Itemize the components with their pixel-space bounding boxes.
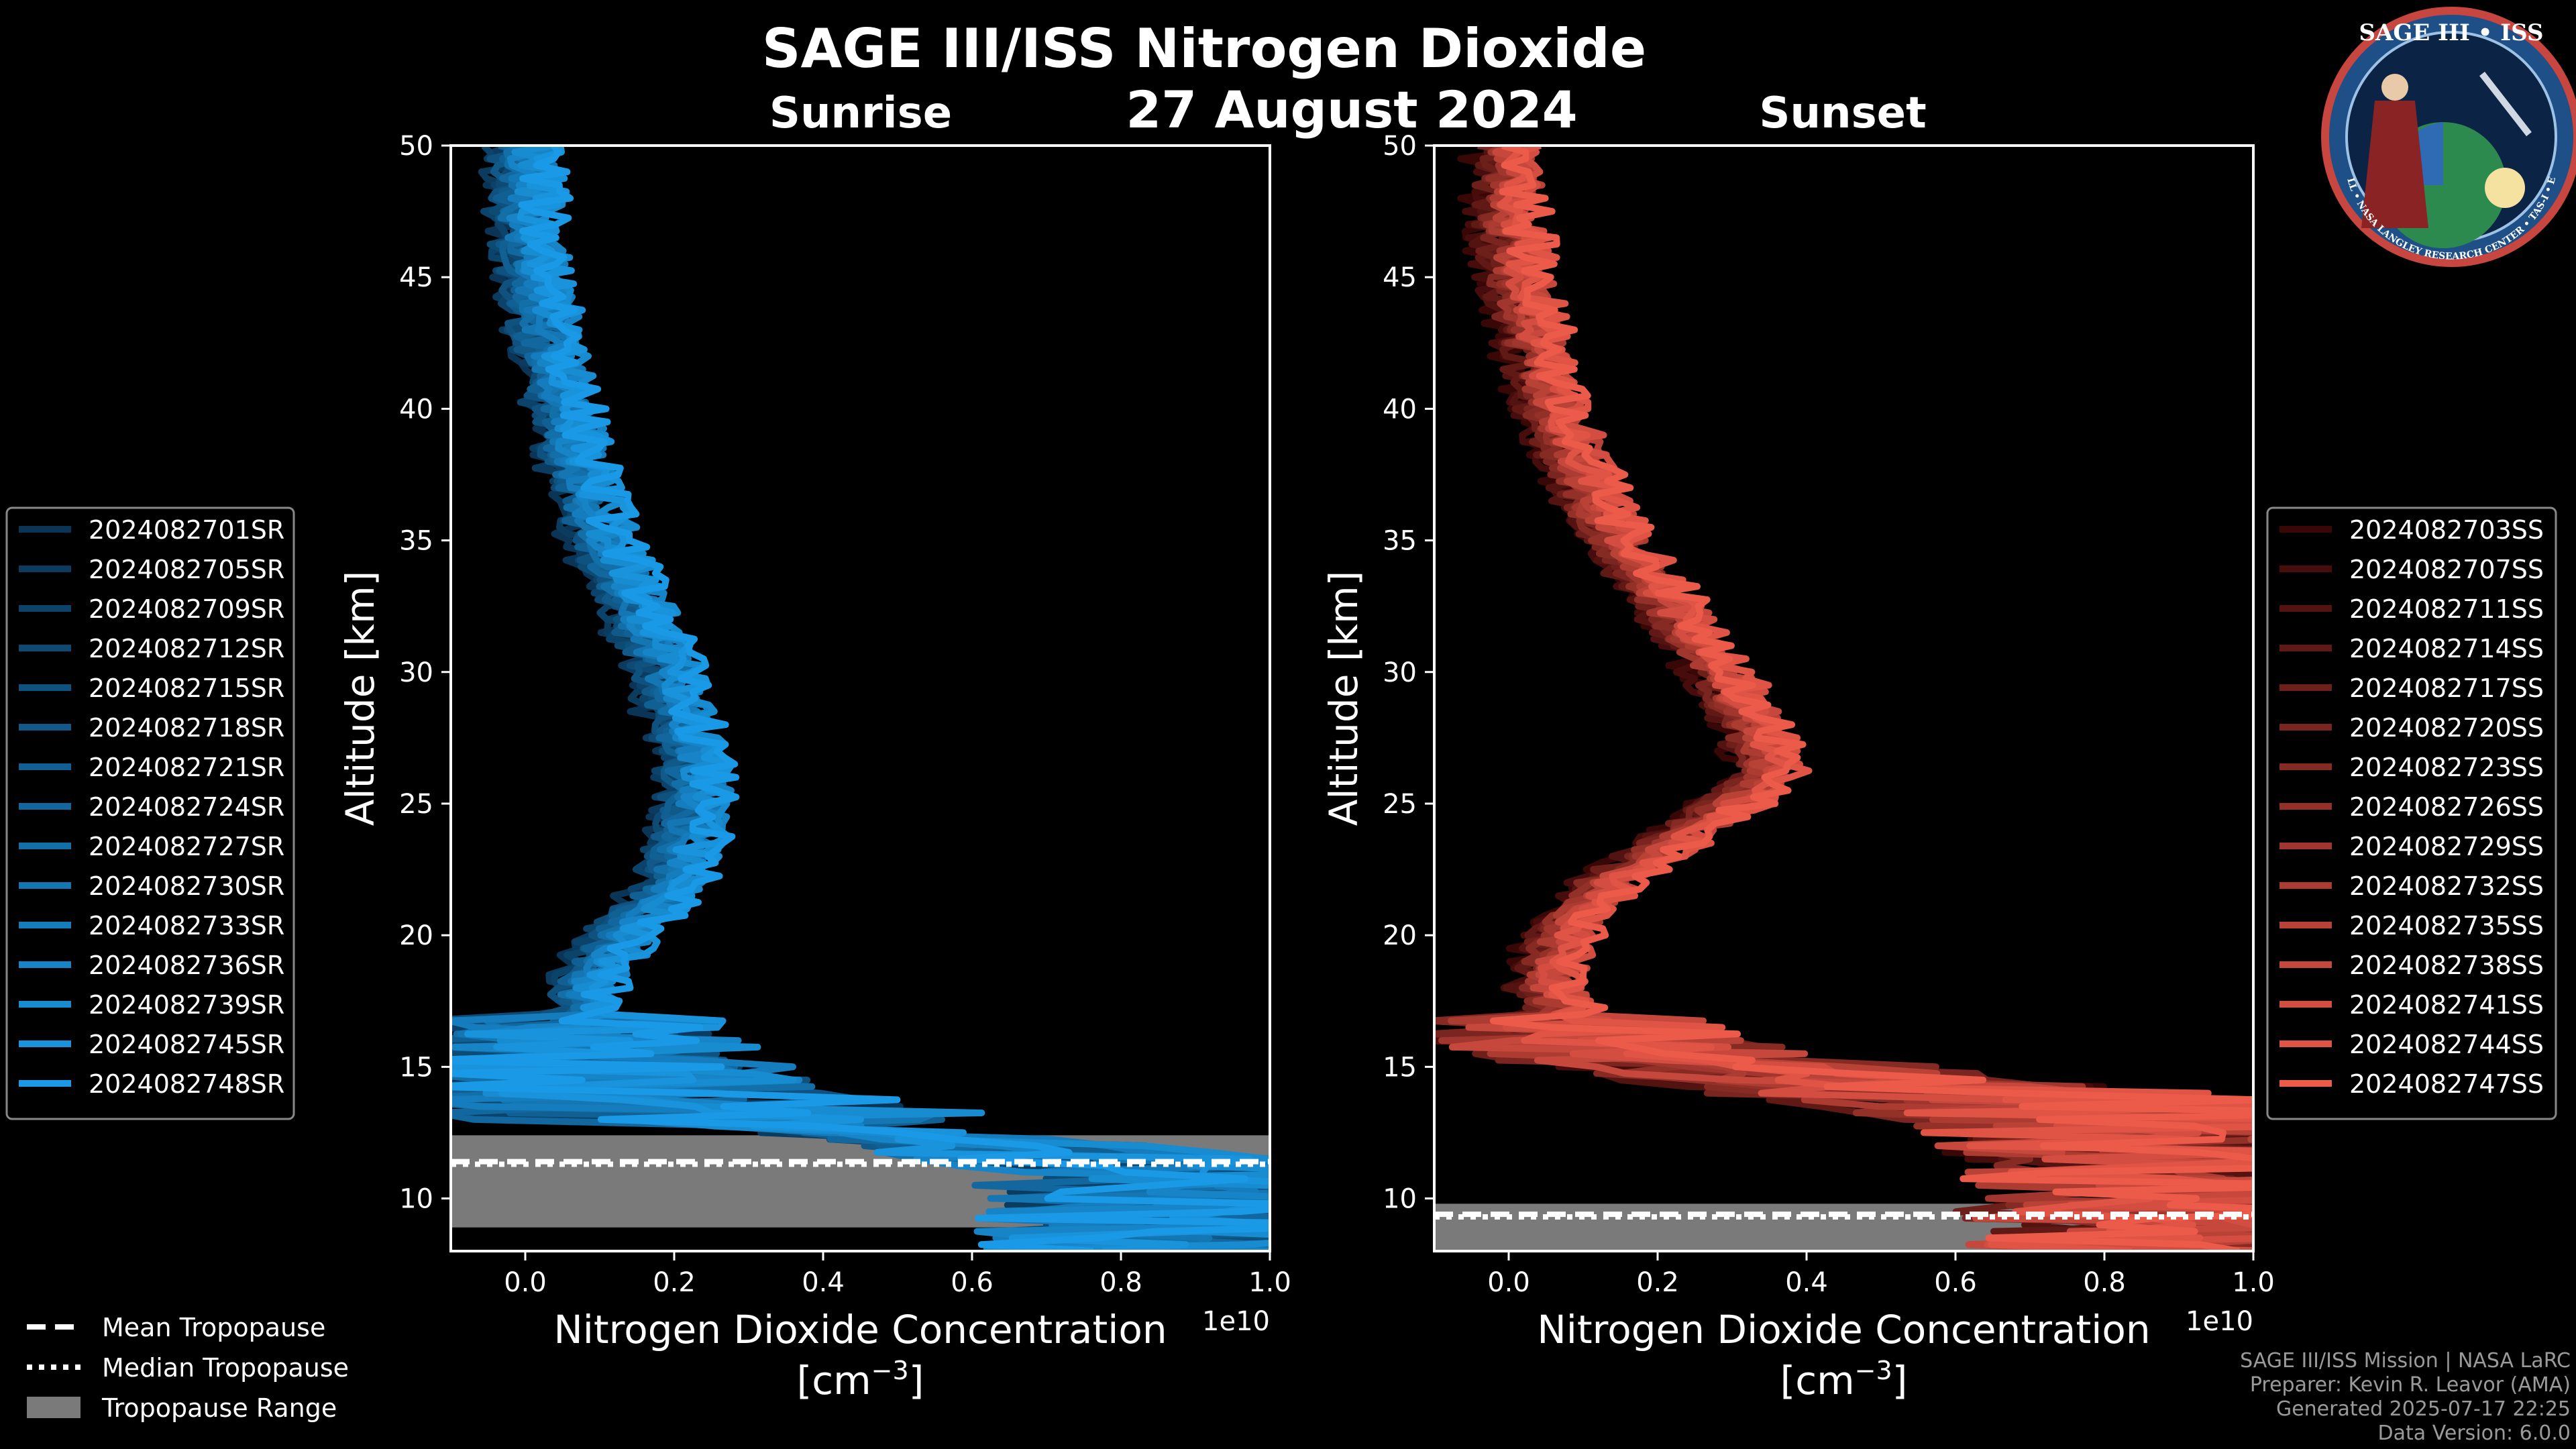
y-tick-label: 20 <box>1383 920 1417 951</box>
x-axis-label: Nitrogen Dioxide Concentration <box>1537 1307 2150 1352</box>
y-axis-label: Altitude [km] <box>1321 571 1366 826</box>
legend-entry: 2024082705SR <box>89 555 284 584</box>
credits: SAGE III/ISS Mission | NASA LaRC Prepare… <box>2240 1349 2571 1445</box>
x-axis-label: Nitrogen Dioxide Concentration <box>553 1307 1167 1352</box>
legend-entry: 2024082709SR <box>89 594 284 624</box>
x-tick-label: 0.2 <box>653 1267 696 1298</box>
x-axis-unit: [cm−3] <box>1780 1356 1908 1403</box>
legend-entry: 2024082703SS <box>2349 515 2544 545</box>
y-tick-label: 35 <box>1383 526 1417 557</box>
y-tick-label: 10 <box>399 1184 433 1215</box>
x-tick-label: 0.8 <box>1099 1267 1142 1298</box>
tropopause-range-label: Tropopause Range <box>101 1393 337 1423</box>
legend-entry: 2024082727SR <box>89 832 284 861</box>
credit-mission: SAGE III/ISS Mission | NASA LaRC <box>2240 1349 2571 1373</box>
y-tick-label: 15 <box>1383 1052 1417 1083</box>
astronomer-icon <box>2361 101 2428 228</box>
sunset-legend: 2024082703SS 2024082707SS 2024082711SS 2024… <box>2266 506 2557 1120</box>
y-tick-label: 45 <box>1383 262 1417 293</box>
legend-entry: 2024082729SS <box>2349 832 2544 861</box>
y-tick-label: 15 <box>399 1052 433 1083</box>
legend-entry: 2024082735SS <box>2349 911 2544 941</box>
tropopause-range-swatch <box>27 1397 80 1418</box>
legend-entry: 2024082724SR <box>89 792 284 822</box>
y-tick-label: 40 <box>1383 394 1417 425</box>
sunrise-subtitle: Sunrise <box>769 89 952 138</box>
legend-entry: 2024082701SR <box>89 515 284 545</box>
legend-entry: 2024082730SR <box>89 871 284 901</box>
legend-entry: 2024082720SS <box>2349 713 2544 743</box>
y-tick-label: 50 <box>399 131 433 162</box>
legend-entry: 2024082732SS <box>2349 871 2544 901</box>
y-tick-label: 40 <box>399 394 433 425</box>
profile-2024082741SS <box>1500 146 2253 1251</box>
y-tick-label: 50 <box>1383 131 1417 162</box>
credit-generated: Generated 2025-07-17 22:25 <box>2276 1397 2571 1421</box>
legend-entry: 2024082726SS <box>2349 792 2544 822</box>
y-tick-label: 25 <box>1383 789 1417 820</box>
x-exponent-label: 1e10 <box>1202 1306 1270 1337</box>
y-tick-label: 20 <box>399 920 433 951</box>
tropopause-legend: Mean Tropopause Median Tropopause Tropop… <box>27 1313 349 1423</box>
sun-icon <box>2485 168 2525 208</box>
y-tick-label: 30 <box>399 657 433 688</box>
chart-date: 27 August 2024 <box>1126 80 1577 140</box>
median-tropopause-label: Median Tropopause <box>102 1353 349 1383</box>
x-tick-label: 0.8 <box>2083 1267 2126 1298</box>
legend-entry: 2024082712SR <box>89 634 284 663</box>
sunset-subtitle: Sunset <box>1759 89 1926 138</box>
credit-preparer: Preparer: Kevin R. Leavor (AMA) <box>2250 1373 2571 1397</box>
legend-entry: 2024082741SS <box>2349 990 2544 1020</box>
legend-entry: 2024082738SS <box>2349 951 2544 980</box>
legend-entry: 2024082736SR <box>89 951 284 980</box>
legend-entry: 2024082744SS <box>2349 1030 2544 1059</box>
x-tick-label: 0.0 <box>504 1267 547 1298</box>
legend-entry: 2024082721SR <box>89 753 284 782</box>
legend-entry: 2024082715SR <box>89 674 284 703</box>
profile-2024082747SS <box>1489 146 2253 1251</box>
sunrise-plot: 0.0 0.2 0.4 0.6 0.8 1.0 10 15 20 25 30 35 40 45 50 1e10… <box>337 131 1291 1403</box>
y-tick-label: 35 <box>399 526 433 557</box>
x-axis-unit: [cm−3] <box>797 1356 924 1403</box>
x-tick-label: 1.0 <box>1248 1267 1291 1298</box>
y-axis-label: Altitude [km] <box>337 571 383 826</box>
x-exponent-label: 1e10 <box>2186 1306 2253 1337</box>
profile-2024082745SR <box>451 146 1270 1251</box>
legend-entry: 2024082723SS <box>2349 753 2544 782</box>
x-tick-label: 0.4 <box>802 1267 845 1298</box>
y-tick-label: 10 <box>1383 1184 1417 1215</box>
legend-entry: 2024082718SR <box>89 713 284 743</box>
y-tick-label: 25 <box>399 789 433 820</box>
x-tick-label: 0.2 <box>1636 1267 1679 1298</box>
sunset-plot: 0.0 0.2 0.4 0.6 0.8 1.0 10 15 20 25 30 35 40 45 50 1e10… <box>1321 131 2275 1403</box>
legend-entry: 2024082745SR <box>89 1030 284 1059</box>
plot-frame <box>449 144 1271 1252</box>
x-tick-label: 1.0 <box>2232 1267 2275 1298</box>
badge-title: SAGE III • ISS <box>2359 19 2543 46</box>
x-tick-label: 0.6 <box>1934 1267 1977 1298</box>
legend-entry: 2024082748SR <box>89 1069 284 1099</box>
legend-entry: 2024082711SS <box>2349 594 2544 624</box>
y-tick-label: 30 <box>1383 657 1417 688</box>
legend-entry: 2024082733SR <box>89 911 284 941</box>
iss-icon <box>2479 71 2532 137</box>
sunrise-legend: 2024082701SR 2024082705SR 2024082709SR 2024… <box>5 506 295 1120</box>
credit-data-version: Data Version: 6.0.0 <box>2378 1421 2571 1445</box>
legend-entry: 2024082717SS <box>2349 674 2544 703</box>
legend-entry: 2024082714SS <box>2349 634 2544 663</box>
x-tick-label: 0.0 <box>1487 1267 1530 1298</box>
mean-tropopause-label: Mean Tropopause <box>102 1313 325 1342</box>
legend-entry: 2024082747SS <box>2349 1069 2544 1099</box>
x-tick-label: 0.4 <box>1785 1267 1828 1298</box>
legend-entry: 2024082739SR <box>89 990 284 1020</box>
y-tick-label: 45 <box>399 262 433 293</box>
plot-frame <box>1433 144 2255 1252</box>
chart-title: SAGE III/ISS Nitrogen Dioxide <box>762 17 1646 80</box>
x-tick-label: 0.6 <box>951 1267 994 1298</box>
profile-2024082748SR <box>451 146 1270 1251</box>
legend-entry: 2024082707SS <box>2349 555 2544 584</box>
